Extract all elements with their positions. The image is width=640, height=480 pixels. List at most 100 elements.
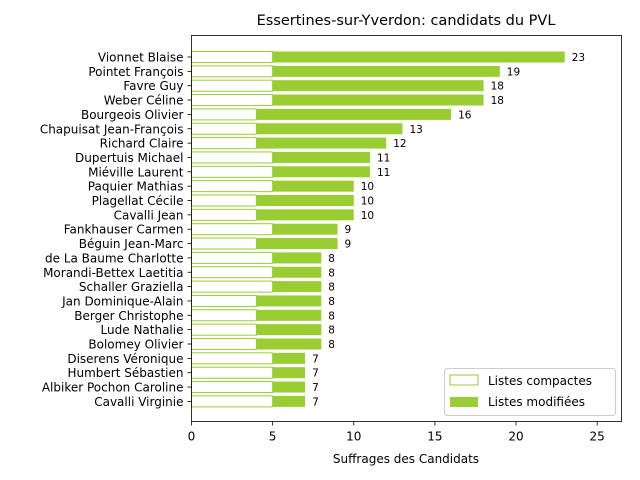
bar-modifiees	[256, 238, 338, 250]
y-tick-label: Bourgeois Olivier	[81, 108, 184, 122]
bar-compactes	[191, 237, 257, 250]
bar-modifiees	[272, 180, 354, 192]
bar-modifiees	[272, 381, 306, 393]
y-tick-label: Dupertuis Michael	[75, 151, 183, 165]
bar-value-label: 8	[328, 296, 335, 308]
legend-swatch-compactes	[449, 374, 479, 386]
y-tick-label: Béguin Jean-Marc	[79, 237, 184, 251]
y-tick-label: Pointet François	[88, 65, 183, 79]
bar-modifiees	[256, 209, 354, 221]
bar-modifiees	[272, 94, 484, 106]
bar-compactes	[191, 381, 274, 394]
y-tick-label: de La Baume Charlotte	[45, 251, 184, 265]
y-tick-label: Fankhauser Carmen	[64, 223, 184, 237]
x-tick-label: 10	[346, 430, 361, 444]
bar-compactes	[191, 151, 274, 164]
bar-value-label: 23	[572, 52, 585, 64]
bar-modifiees	[272, 65, 500, 77]
bar-value-label: 10	[361, 196, 374, 208]
y-tick-label: Humbert Sébastien	[67, 366, 183, 380]
y-tick-label: Schaller Graziella	[79, 280, 184, 294]
bar-modifiees	[272, 395, 306, 407]
bar-modifiees	[256, 108, 452, 120]
bar-compactes	[191, 251, 274, 264]
bar-compactes	[191, 294, 257, 307]
y-tick-label: Diserens Véronique	[67, 352, 183, 366]
bar-compactes	[191, 309, 257, 322]
y-tick-label: Lude Nathalie	[101, 323, 184, 337]
plot-frame	[191, 35, 622, 422]
y-tick-label: Cavalli Virginie	[94, 395, 183, 409]
bar-modifiees	[272, 166, 370, 178]
bar-value-label: 7	[312, 353, 319, 365]
bar-compactes	[191, 223, 274, 236]
bar-compactes	[191, 366, 274, 379]
y-tick-label: Richard Claire	[100, 137, 184, 151]
x-tick-label: 20	[508, 430, 523, 444]
y-tick-label: Morandi-Bettex Laetitia	[43, 266, 183, 280]
bar-modifiees	[272, 51, 565, 63]
legend-label-modifiees: Listes modifiées	[488, 395, 585, 409]
bar-value-label: 9	[345, 239, 352, 251]
bar-modifiees	[256, 123, 403, 135]
bar-value-label: 8	[328, 310, 335, 322]
bar-modifiees	[256, 324, 322, 336]
bar-compactes	[191, 79, 274, 92]
bar-value-label: 18	[491, 95, 504, 107]
bar-compactes	[191, 338, 257, 350]
bar-value-label: 8	[328, 267, 335, 279]
bar-value-label: 7	[312, 382, 319, 394]
bar-modifiees	[272, 367, 306, 379]
legend-box	[444, 368, 616, 416]
bar-value-label: 10	[361, 210, 374, 222]
x-tick-label: 5	[269, 430, 277, 444]
bar-value-label: 8	[328, 253, 335, 265]
bar-compactes	[191, 208, 257, 221]
y-tick-label: Albiker Pochon Caroline	[42, 381, 184, 395]
bar-modifiees	[256, 309, 322, 321]
bar-modifiees	[256, 295, 322, 307]
y-tick-label: Berger Christophe	[74, 309, 183, 323]
bar-modifiees	[272, 223, 338, 235]
bar-value-label: 8	[328, 339, 335, 351]
y-tick-label: Cavalli Jean	[114, 208, 184, 222]
y-tick-label: Miéville Laurent	[88, 165, 184, 179]
legend-label-compactes: Listes compactes	[488, 374, 592, 388]
bar-compactes	[191, 94, 274, 107]
y-tick-label: Bolomey Olivier	[88, 338, 183, 352]
bar-value-label: 9	[345, 224, 352, 236]
bar-modifiees	[256, 137, 387, 149]
bar-compactes	[191, 395, 274, 408]
bar-value-label: 16	[458, 109, 472, 121]
y-tick-label: Jan Dominique-Alain	[61, 294, 183, 308]
bar-compactes	[191, 266, 274, 279]
bar-modifiees	[272, 151, 370, 163]
bar-value-label: 7	[312, 396, 319, 408]
y-tick-label: Weber Céline	[104, 94, 184, 108]
bar-modifiees	[272, 281, 322, 293]
bar-modifiees	[256, 338, 322, 350]
bar-compactes	[191, 165, 274, 178]
bar-compactes	[191, 108, 257, 121]
bar-value-label: 8	[328, 325, 335, 337]
bar-value-label: 19	[507, 66, 520, 78]
x-tick-label: 15	[427, 430, 442, 444]
bar-modifiees	[256, 195, 354, 206]
bars-layer	[191, 51, 565, 408]
bar-compactes	[191, 352, 274, 365]
bar-compactes	[191, 280, 274, 293]
bar-compactes	[191, 122, 257, 135]
bar-modifiees	[272, 352, 306, 364]
bar-value-label: 11	[377, 152, 390, 164]
bar-modifiees	[272, 252, 322, 264]
legend: Listes compactes Listes modifiées	[444, 368, 616, 416]
bar-compactes	[191, 137, 257, 150]
bar-compactes	[191, 51, 274, 63]
bar-modifiees	[272, 80, 484, 92]
bar-compactes	[191, 180, 274, 193]
x-tick-label: 25	[590, 430, 605, 444]
